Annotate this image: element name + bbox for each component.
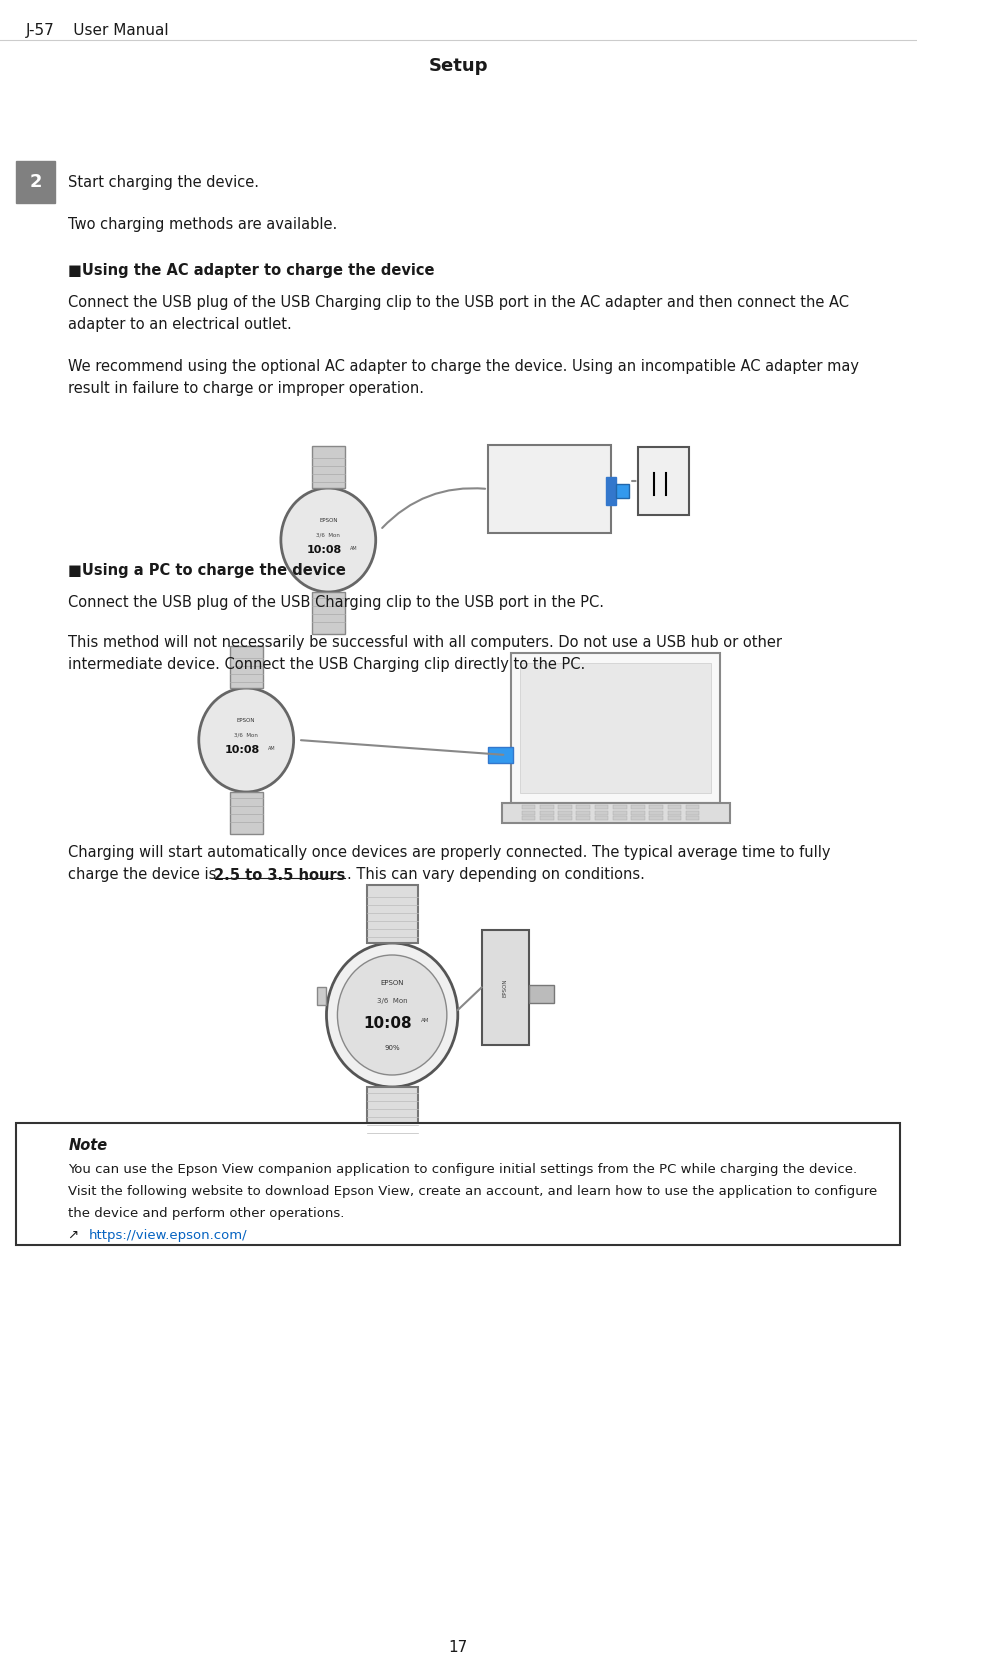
Text: 10:08: 10:08 [225,745,260,755]
Bar [613,806,626,809]
Text: Start charging the device.: Start charging the device. [68,174,259,189]
Text: charge the device is: charge the device is [68,868,221,883]
Bar [631,816,645,821]
Text: Two charging methods are available.: Two charging methods are available. [68,218,338,233]
Bar [540,816,554,821]
Bar [501,802,730,822]
Bar [511,653,721,802]
Text: . This can vary depending on conditions.: . This can vary depending on conditions. [347,868,644,883]
Text: Connect the USB plug of the USB Charging clip to the USB port in the AC adapter : Connect the USB plug of the USB Charging… [68,295,849,310]
Text: https://view.epson.com/: https://view.epson.com/ [88,1229,247,1241]
Bar [558,816,572,821]
Text: Charging will start automatically once devices are properly connected. The typic: Charging will start automatically once d… [68,846,831,861]
Bar [613,816,626,821]
Bar [558,806,572,809]
Bar [522,811,536,814]
Text: 17: 17 [448,1640,468,1655]
Text: AM: AM [268,745,275,750]
Bar [613,811,626,814]
Bar [529,985,555,1003]
Text: Setup: Setup [428,57,488,75]
Bar [649,806,663,809]
Text: ■Using the AC adapter to charge the device: ■Using the AC adapter to charge the devi… [68,263,435,278]
Text: EPSON: EPSON [237,717,255,722]
Bar [595,806,608,809]
Bar [595,816,608,821]
Bar [649,816,663,821]
Text: 3/6  Mon: 3/6 Mon [377,998,407,1003]
Bar [667,811,681,814]
Text: This method will not necessarily be successful with all computers. Do not use a : This method will not necessarily be succ… [68,635,783,650]
Bar [312,591,345,635]
Bar [367,884,418,943]
Circle shape [338,955,447,1075]
Bar [312,446,345,487]
Text: Connect the USB plug of the USB Charging clip to the USB port in the PC.: Connect the USB plug of the USB Charging… [68,596,604,610]
Bar [595,811,608,814]
Bar [520,663,712,792]
Text: adapter to an electrical outlet.: adapter to an electrical outlet. [68,318,292,333]
Bar [540,811,554,814]
Text: Visit the following website to download Epson View, create an account, and learn: Visit the following website to download … [68,1184,877,1198]
Text: 2: 2 [29,173,42,191]
Bar [367,1087,418,1146]
Bar [685,806,699,809]
Text: ■Using a PC to charge the device: ■Using a PC to charge the device [68,563,347,578]
Bar [318,987,327,1005]
Text: AM: AM [350,546,358,551]
Bar [230,792,262,834]
Bar [487,446,611,533]
Text: EPSON: EPSON [380,980,404,987]
Text: the device and perform other operations.: the device and perform other operations. [68,1208,345,1219]
Circle shape [199,688,293,792]
Text: Note: Note [68,1137,108,1152]
Bar [487,747,514,764]
Bar [667,806,681,809]
Text: 10:08: 10:08 [307,544,343,554]
Bar [16,1122,900,1245]
Bar [540,806,554,809]
Bar [685,811,699,814]
Circle shape [280,487,376,591]
Text: You can use the Epson View companion application to configure initial settings f: You can use the Epson View companion app… [68,1162,857,1176]
Bar [230,647,262,688]
Text: 3/6  Mon: 3/6 Mon [234,732,258,737]
Bar [606,477,615,504]
Bar [522,816,536,821]
Bar [481,930,529,1045]
Text: EPSON: EPSON [502,978,508,997]
Text: EPSON: EPSON [319,518,338,523]
Bar [576,806,590,809]
Bar [638,447,688,514]
Bar [576,811,590,814]
Text: 3/6  Mon: 3/6 Mon [317,533,341,538]
Text: result in failure to charge or improper operation.: result in failure to charge or improper … [68,382,424,397]
Bar [631,811,645,814]
Bar [667,816,681,821]
Bar [649,811,663,814]
Text: ↗: ↗ [68,1229,83,1241]
Bar [685,816,699,821]
Text: J-57    User Manual: J-57 User Manual [25,23,169,39]
FancyBboxPatch shape [16,161,54,203]
Bar [558,811,572,814]
Text: intermediate device. Connect the USB Charging clip directly to the PC.: intermediate device. Connect the USB Cha… [68,658,586,672]
Text: 90%: 90% [384,1045,400,1050]
Text: We recommend using the optional AC adapter to charge the device. Using an incomp: We recommend using the optional AC adapt… [68,360,859,375]
Text: 2.5 to 3.5 hours: 2.5 to 3.5 hours [214,868,346,883]
Bar [631,806,645,809]
Text: 10:08: 10:08 [363,1015,412,1030]
Text: AM: AM [421,1017,429,1022]
FancyArrow shape [615,484,629,497]
Circle shape [327,943,458,1087]
Bar [576,816,590,821]
Bar [522,806,536,809]
